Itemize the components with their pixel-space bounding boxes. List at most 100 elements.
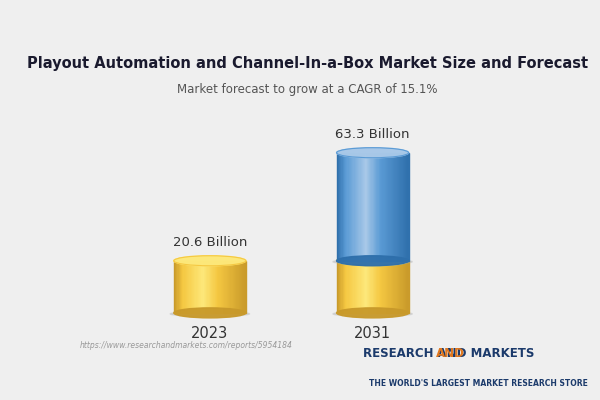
Bar — [368, 153, 370, 261]
Ellipse shape — [333, 311, 412, 316]
Bar — [403, 153, 404, 261]
Bar — [218, 261, 220, 313]
Bar — [392, 153, 394, 261]
Bar — [357, 153, 359, 261]
Bar — [398, 261, 400, 313]
Bar — [344, 261, 346, 313]
Bar — [197, 261, 199, 313]
Bar — [385, 261, 386, 313]
Bar — [235, 261, 237, 313]
Bar — [406, 153, 408, 261]
Bar — [347, 261, 349, 313]
Bar — [238, 261, 239, 313]
Bar — [194, 261, 196, 313]
Bar — [343, 153, 344, 261]
Bar — [345, 261, 347, 313]
Bar — [374, 261, 376, 313]
Bar — [190, 261, 191, 313]
Bar — [227, 261, 229, 313]
Bar — [199, 261, 201, 313]
Bar — [241, 261, 243, 313]
Ellipse shape — [174, 256, 246, 266]
Bar — [356, 261, 358, 313]
Ellipse shape — [337, 308, 409, 318]
Bar — [178, 261, 179, 313]
Bar — [185, 261, 186, 313]
Bar — [350, 261, 352, 313]
Bar — [174, 261, 175, 313]
Bar — [182, 261, 184, 313]
Bar — [220, 261, 221, 313]
Bar — [352, 261, 354, 313]
Bar — [370, 153, 372, 261]
Bar — [224, 261, 226, 313]
Bar — [367, 261, 368, 313]
Bar — [206, 261, 208, 313]
Bar — [239, 261, 241, 313]
Bar — [188, 261, 190, 313]
Bar — [371, 261, 373, 313]
Bar — [215, 261, 217, 313]
Bar — [395, 153, 397, 261]
Bar — [175, 261, 176, 313]
Bar — [180, 261, 181, 313]
Bar — [395, 261, 397, 313]
Bar — [357, 261, 359, 313]
Bar — [340, 153, 342, 261]
Bar — [200, 261, 202, 313]
Bar — [406, 261, 408, 313]
Text: Playout Automation and Channel-In-a-Box Market Size and Forecast: Playout Automation and Channel-In-a-Box … — [27, 56, 588, 71]
Bar — [184, 261, 185, 313]
Bar — [229, 261, 231, 313]
Bar — [385, 153, 386, 261]
Bar — [401, 261, 403, 313]
Bar — [359, 153, 361, 261]
Bar — [400, 153, 402, 261]
Bar — [386, 153, 388, 261]
Bar — [365, 153, 367, 261]
Bar — [380, 261, 382, 313]
Bar — [391, 153, 392, 261]
Bar — [352, 153, 354, 261]
Bar — [349, 153, 350, 261]
Bar — [341, 153, 343, 261]
Bar — [203, 261, 205, 313]
Text: https://www.researchandmarkets.com/reports/5954184: https://www.researchandmarkets.com/repor… — [80, 341, 293, 350]
Text: THE WORLD'S LARGEST MARKET RESEARCH STORE: THE WORLD'S LARGEST MARKET RESEARCH STOR… — [369, 379, 588, 388]
Bar — [370, 261, 372, 313]
Bar — [364, 261, 366, 313]
Bar — [379, 153, 380, 261]
Bar — [400, 261, 402, 313]
Bar — [387, 261, 389, 313]
Bar — [367, 153, 368, 261]
Bar — [181, 261, 182, 313]
Bar — [232, 261, 233, 313]
Bar — [236, 261, 238, 313]
Bar — [399, 153, 401, 261]
Bar — [191, 261, 192, 313]
Bar — [376, 261, 378, 313]
Bar — [379, 261, 380, 313]
Bar — [353, 153, 355, 261]
Bar — [389, 261, 391, 313]
Bar — [363, 261, 365, 313]
Bar — [347, 153, 349, 261]
Bar — [377, 153, 379, 261]
Bar — [375, 261, 377, 313]
Bar — [405, 153, 407, 261]
Bar — [205, 261, 207, 313]
Bar — [364, 153, 366, 261]
Bar — [374, 153, 376, 261]
Bar — [380, 153, 382, 261]
Ellipse shape — [337, 256, 409, 266]
Bar — [228, 261, 230, 313]
Bar — [216, 261, 218, 313]
Ellipse shape — [174, 308, 246, 318]
Bar — [196, 261, 197, 313]
Bar — [343, 261, 344, 313]
Bar — [351, 261, 353, 313]
Ellipse shape — [337, 148, 409, 158]
Bar — [404, 153, 406, 261]
Bar — [362, 153, 364, 261]
Bar — [358, 153, 360, 261]
